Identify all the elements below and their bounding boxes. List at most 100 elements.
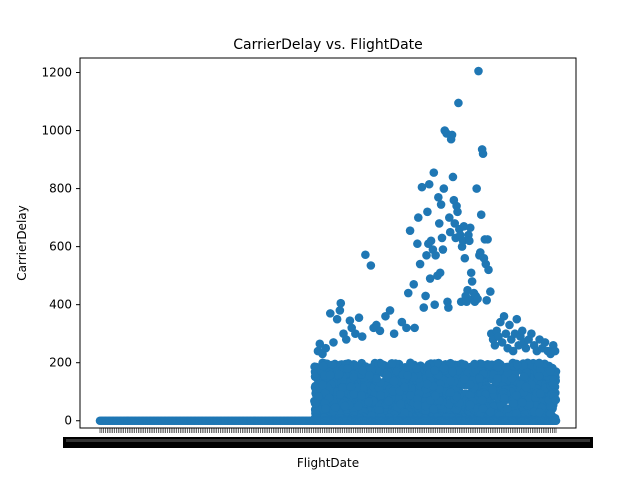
outlier-point [465, 223, 475, 233]
outlier-point [431, 251, 440, 260]
data-point [321, 404, 330, 413]
outlier-point [465, 236, 474, 246]
outlier-point [417, 182, 427, 192]
data-point [534, 358, 544, 368]
outlier-point [501, 329, 511, 338]
data-point [545, 367, 555, 376]
x-tick-labels-overlap-shade [66, 439, 590, 442]
data-point [478, 404, 488, 413]
data-point [486, 407, 495, 417]
data-point [311, 406, 320, 416]
data-point [525, 399, 535, 409]
data-point [551, 395, 561, 405]
data-point [513, 360, 522, 370]
outlier-point [381, 311, 390, 321]
outlier-point [413, 213, 423, 222]
data-point [400, 382, 409, 392]
outlier-point [499, 311, 509, 321]
outlier-point [540, 338, 550, 347]
data-point [551, 416, 561, 426]
data-point [330, 403, 340, 412]
outlier-point [478, 149, 488, 159]
data-point [318, 380, 328, 390]
outlier-point [397, 317, 407, 327]
data-point [338, 383, 347, 392]
outlier-point [434, 219, 444, 228]
data-point [475, 373, 484, 383]
y-tick-label: 200 [49, 356, 72, 370]
data-point [384, 396, 394, 406]
outlier-point [450, 219, 460, 228]
data-point [429, 404, 438, 414]
data-point [502, 404, 512, 414]
outlier-point [483, 235, 492, 244]
data-point [430, 391, 440, 401]
data-point [334, 369, 344, 379]
outlier-point [438, 245, 448, 254]
outlier-point [405, 226, 415, 235]
data-point [470, 359, 479, 369]
outlier-point [335, 306, 345, 315]
outlier-point [447, 130, 457, 140]
data-point [374, 406, 384, 415]
data-point [519, 372, 529, 381]
data-point [546, 409, 555, 419]
y-tick-label: 800 [49, 182, 72, 196]
outlier-point [458, 236, 468, 246]
data-point [460, 360, 469, 369]
outlier-point [423, 207, 432, 217]
outlier-point [345, 316, 355, 325]
data-point [377, 359, 386, 369]
outlier-point [466, 268, 476, 278]
outlier-point [482, 296, 491, 305]
data-point [346, 382, 356, 391]
outlier-point [426, 236, 436, 246]
outlier-point [437, 233, 447, 243]
outlier-point [351, 329, 360, 338]
y-tick-label: 1200 [41, 66, 72, 80]
data-point [364, 397, 373, 407]
data-point [446, 376, 455, 386]
data-point [535, 389, 545, 398]
x-axis [63, 428, 593, 448]
outlier-point [462, 297, 471, 307]
data-point [548, 380, 558, 389]
data-point [310, 399, 320, 408]
outlier-point [550, 346, 560, 356]
data-point [459, 374, 469, 384]
outlier-point [505, 320, 514, 330]
outlier-point [472, 184, 481, 193]
outlier-point [460, 253, 470, 263]
outlier-point [497, 338, 507, 347]
data-point [389, 376, 399, 386]
outlier-point [357, 332, 367, 341]
outlier-point [424, 179, 434, 189]
data-point [509, 399, 518, 408]
outlier-point [439, 184, 449, 193]
outlier-point [321, 343, 331, 353]
data-point [349, 372, 358, 382]
outlier-point [444, 303, 453, 312]
outlier-point [521, 343, 531, 353]
data-point [501, 362, 511, 372]
outlier-point [402, 323, 411, 333]
outlier-point [389, 329, 399, 338]
data-point [335, 390, 345, 399]
outlier-point [403, 288, 413, 298]
outlier-point [413, 239, 422, 249]
outlier-point [354, 313, 364, 323]
data-point [325, 370, 335, 380]
data-point [500, 393, 509, 403]
data-point [446, 388, 455, 397]
outlier-point [467, 277, 477, 286]
outlier-point [454, 98, 463, 108]
data-point [358, 366, 367, 376]
outlier-point [517, 326, 527, 336]
data-point [340, 401, 350, 411]
data-point [465, 400, 475, 410]
outlier-point [445, 227, 455, 237]
data-point [439, 363, 449, 373]
data-point [488, 385, 497, 395]
outlier-point [473, 294, 482, 304]
outlier-point [341, 335, 351, 344]
